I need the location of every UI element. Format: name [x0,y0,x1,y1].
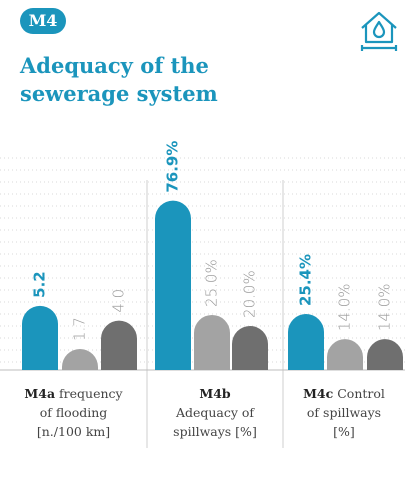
badge: M4 [20,8,66,34]
value-label: 5.2 [31,271,49,298]
value-label: 4.0 [110,289,128,313]
bar [22,305,58,370]
bar [62,349,98,370]
category-label: M4c Control of spillways [%] [302,384,386,441]
value-label: 20.0% [241,270,259,318]
category-label: M4a frequency of flooding [n./100 km] [18,384,130,441]
value-label: 14.0% [376,284,394,332]
bar [232,325,268,370]
bar [194,314,230,370]
house-icon [360,11,398,51]
category-text: Adequacy of spillways [%] [173,405,257,439]
category-code: M4a [24,386,56,401]
category-code: M4c [303,386,334,401]
bar [101,320,137,370]
bar [327,339,363,370]
value-label: 1.7 [71,317,89,341]
category-text: Control of spillways [%] [306,386,385,439]
category-label: M4b Adequacy of spillways [%] [173,384,257,441]
category-text: frequency of flooding [n./100 km] [36,386,123,439]
title: Adequacy of the sewerage system [20,53,218,106]
bar [288,314,324,370]
value-label: 25.0% [203,259,221,307]
bar [155,200,191,370]
value-label: 14.0% [336,284,354,332]
value-label: 25.4% [297,254,315,306]
bar [367,339,403,370]
value-label: 76.9% [164,141,182,193]
category-code: M4b [199,386,231,401]
